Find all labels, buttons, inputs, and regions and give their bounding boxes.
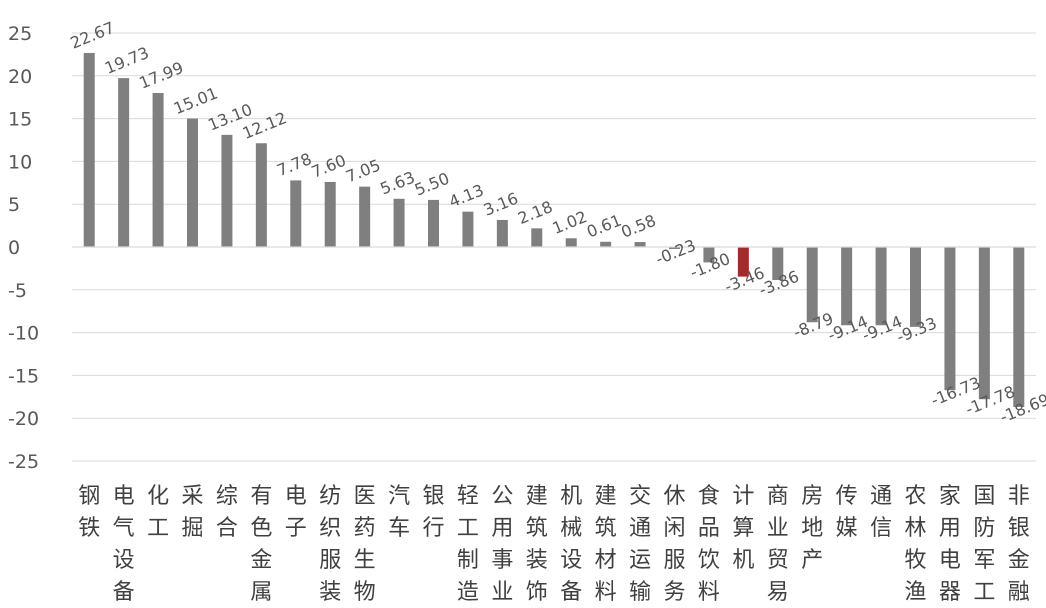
category-label: 计算机 [732,484,754,573]
category-label: 汽车 [388,484,410,541]
category-label: 钢铁 [78,484,100,541]
bar [359,186,371,247]
bar [944,247,956,391]
bar [669,247,680,249]
bar [83,52,95,248]
bar [187,118,198,247]
bar [152,93,164,247]
category-label: 综合 [216,484,238,541]
bar [978,247,990,400]
category-label: 家用电器 [939,484,961,605]
bar [393,198,405,247]
y-tick-label: -25 [8,451,39,473]
category-label: 建筑材料 [595,484,617,605]
category-label: 农林牧渔 [904,484,926,605]
bar [841,247,853,326]
category-label: 纺织服装 [319,484,341,605]
category-label: 机械设备 [560,484,582,605]
data-label: 22.67 [68,18,118,53]
y-tick-label: -5 [8,280,27,302]
category-label: 休闲服务 [663,484,685,605]
y-tick-label: 0 [8,237,20,259]
bar [255,143,267,247]
bar [737,247,749,277]
bar [703,247,715,263]
category-label: 轻工制造 [457,484,479,605]
category-label: 电子 [285,484,307,541]
y-axis: 25 20 15 10 5 0 -5 -10 -15 -20 -25 [8,23,39,473]
category-label: 传媒 [836,484,858,541]
y-tick-label: 15 [8,109,32,131]
category-label: 医药生物 [354,484,376,605]
y-tick-label: 20 [8,66,32,88]
bar [221,134,233,247]
category-label: 公用事业 [491,484,513,605]
category-label: 银行 [422,484,444,541]
y-tick-label: 10 [8,151,32,173]
bar [531,228,543,247]
bar [910,247,921,327]
category-label: 化工 [147,484,169,541]
category-label: 建筑装饰 [526,484,548,605]
data-label: 4.13 [446,180,486,211]
bar [290,180,302,247]
y-tick-label: 5 [8,194,20,216]
bar [462,211,474,247]
data-label: 2.18 [515,197,555,228]
bar [428,199,439,247]
category-label: 商业贸易 [767,484,789,605]
category-label: 通信 [870,484,892,541]
y-tick-label: -10 [8,323,39,345]
category-labels: 钢铁电气设备化工采掘综合有色金属电子纺织服装医药生物汽车银行轻工制造公用事业建筑… [78,484,1030,605]
bar [600,241,612,247]
category-label: 交通运输 [629,484,651,605]
category-label: 房地产 [801,484,823,573]
y-tick-label: -20 [8,408,39,430]
data-label: 7.60 [309,151,349,182]
bar [118,78,130,247]
category-label: 电气设备 [113,484,135,605]
y-tick-label: 25 [8,23,32,45]
bars [83,52,1025,407]
bar [1013,247,1025,407]
data-label: 3.16 [481,189,521,220]
bar [496,219,508,247]
bar [565,238,577,247]
bar [806,247,818,323]
bar [324,181,336,247]
y-tick-label: -15 [8,365,39,387]
data-labels: 22.6719.7317.9915.0113.1012.127.787.607.… [68,18,1046,427]
bar [772,247,784,281]
data-label: 1.02 [550,207,590,238]
category-label: 采掘 [181,484,203,541]
category-label: 非银金融 [1008,484,1030,605]
bar [875,247,887,326]
category-label: 食品饮料 [698,484,720,605]
category-label: 有色金属 [250,484,272,605]
category-label: 国防军工 [973,484,995,605]
bar [634,242,646,247]
data-label: 0.58 [618,211,658,242]
grid-lines [72,32,1036,462]
